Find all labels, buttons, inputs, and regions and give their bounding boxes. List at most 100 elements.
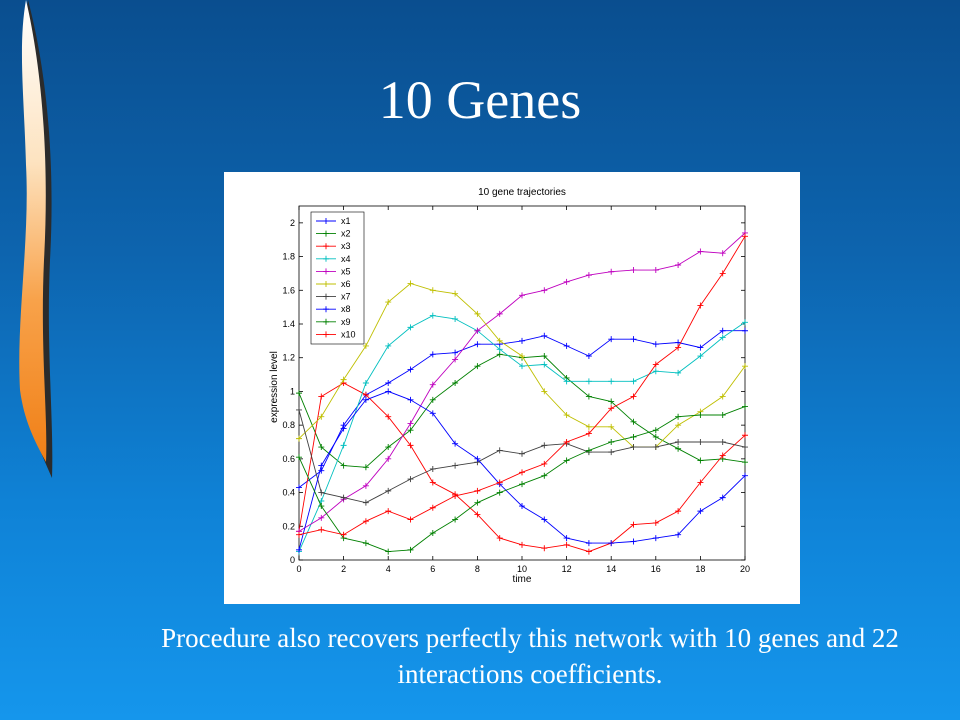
y-tick-label: 1 — [290, 386, 295, 396]
data-point-x8 — [630, 538, 637, 545]
data-point-x6 — [496, 337, 503, 344]
flame-decoration — [19, 0, 53, 478]
data-point-x5 — [385, 455, 392, 462]
data-point-x6 — [318, 413, 325, 420]
data-point-x2 — [318, 444, 325, 451]
data-point-x2 — [407, 427, 414, 434]
data-point-x8 — [719, 494, 726, 501]
data-point-x8 — [697, 508, 704, 515]
data-point-x9 — [742, 403, 748, 410]
y-tick-label: 0.4 — [282, 488, 295, 498]
legend-marker-x9 — [323, 318, 329, 325]
data-point-x2 — [362, 464, 369, 471]
data-point-x6 — [608, 423, 615, 430]
legend-marker-x10 — [323, 331, 329, 338]
data-point-x4 — [407, 324, 414, 331]
data-point-x3 — [496, 535, 503, 542]
data-point-x6 — [541, 388, 548, 395]
data-point-x1 — [296, 484, 302, 491]
data-point-x6 — [742, 363, 748, 370]
data-point-x2 — [697, 457, 704, 464]
data-point-x7 — [385, 487, 392, 494]
legend-label-x7: x7 — [341, 292, 351, 302]
data-point-x2 — [385, 444, 392, 451]
data-point-x3 — [675, 508, 682, 515]
data-point-x2 — [340, 462, 347, 469]
x-tick-label: 10 — [517, 564, 527, 574]
legend-marker-x2 — [323, 230, 329, 237]
data-point-x1 — [563, 342, 570, 349]
data-point-x10 — [563, 439, 570, 445]
data-point-x7 — [340, 494, 347, 501]
data-point-x3 — [474, 511, 481, 518]
data-point-x7 — [318, 489, 325, 496]
chart-figure: 10 gene trajectories 0 2 4 6 8 10 12 14 16 18 20 0 0… — [224, 172, 800, 604]
data-point-x3 — [652, 519, 659, 526]
x-tick-label: 4 — [386, 564, 391, 574]
data-point-x10 — [429, 504, 436, 511]
legend-label-x5: x5 — [341, 266, 351, 276]
data-point-x1 — [742, 327, 748, 334]
legend-marker-x5 — [323, 268, 329, 275]
line-chart: 10 gene trajectories 0 2 4 6 8 10 12 14 16 18 2000… — [269, 187, 750, 585]
data-point-x9 — [496, 489, 503, 496]
data-point-x6 — [452, 290, 459, 297]
legend-label-x10: x10 — [341, 329, 356, 339]
data-point-x8 — [519, 503, 525, 510]
data-point-x9 — [385, 548, 392, 555]
data-point-x10 — [496, 479, 503, 486]
data-point-x8 — [340, 425, 347, 432]
data-point-x8 — [362, 396, 369, 403]
data-point-x7 — [407, 476, 414, 483]
data-point-x3 — [697, 479, 704, 486]
data-point-x9 — [296, 454, 302, 461]
data-point-x3 — [318, 393, 325, 400]
x-tick-label: 18 — [695, 564, 705, 574]
data-point-x9 — [452, 516, 459, 523]
data-point-x8 — [296, 546, 302, 553]
data-point-x8 — [385, 388, 392, 395]
data-point-x8 — [652, 535, 659, 542]
legend-marker-x4 — [323, 255, 329, 262]
data-point-x9 — [519, 481, 525, 488]
data-point-x4 — [675, 369, 682, 376]
x-tick-label: 0 — [296, 564, 301, 574]
data-point-x3 — [719, 452, 726, 459]
y-tick-label: 1.2 — [282, 353, 295, 363]
data-point-x10 — [318, 526, 325, 533]
series-line-x9 — [298, 406, 746, 553]
data-point-x6 — [519, 353, 525, 360]
data-point-x6 — [675, 422, 682, 429]
data-point-x8 — [452, 440, 459, 447]
data-point-x10 — [519, 469, 525, 476]
y-tick-label: 0.2 — [282, 521, 295, 531]
x-tick-label: 2 — [341, 564, 346, 574]
data-point-x1 — [429, 351, 436, 358]
data-point-x3 — [630, 521, 637, 528]
data-point-x5 — [429, 381, 436, 388]
chart-title: 10 gene trajectories — [478, 187, 566, 198]
data-point-x7 — [519, 450, 525, 457]
data-point-x6 — [362, 342, 369, 349]
y-tick-label: 0.8 — [282, 420, 295, 430]
data-point-x10 — [608, 405, 615, 412]
data-point-x4 — [585, 378, 592, 385]
data-point-x8 — [675, 531, 682, 538]
data-point-x9 — [652, 427, 659, 434]
data-point-x5 — [519, 292, 525, 299]
data-point-x2 — [585, 393, 592, 400]
data-point-x10 — [474, 487, 481, 494]
data-point-x4 — [340, 442, 347, 449]
data-point-x7 — [719, 439, 726, 445]
data-point-x3 — [385, 413, 392, 420]
data-point-x10 — [541, 460, 548, 467]
data-point-x2 — [742, 459, 748, 466]
data-point-x7 — [675, 439, 682, 445]
legend-marker-x6 — [323, 281, 329, 287]
data-point-x7 — [362, 499, 369, 506]
data-point-x9 — [474, 499, 481, 506]
data-point-x5 — [362, 482, 369, 489]
data-point-x8 — [541, 516, 548, 523]
data-point-x8 — [608, 540, 615, 547]
data-point-x9 — [407, 546, 414, 553]
